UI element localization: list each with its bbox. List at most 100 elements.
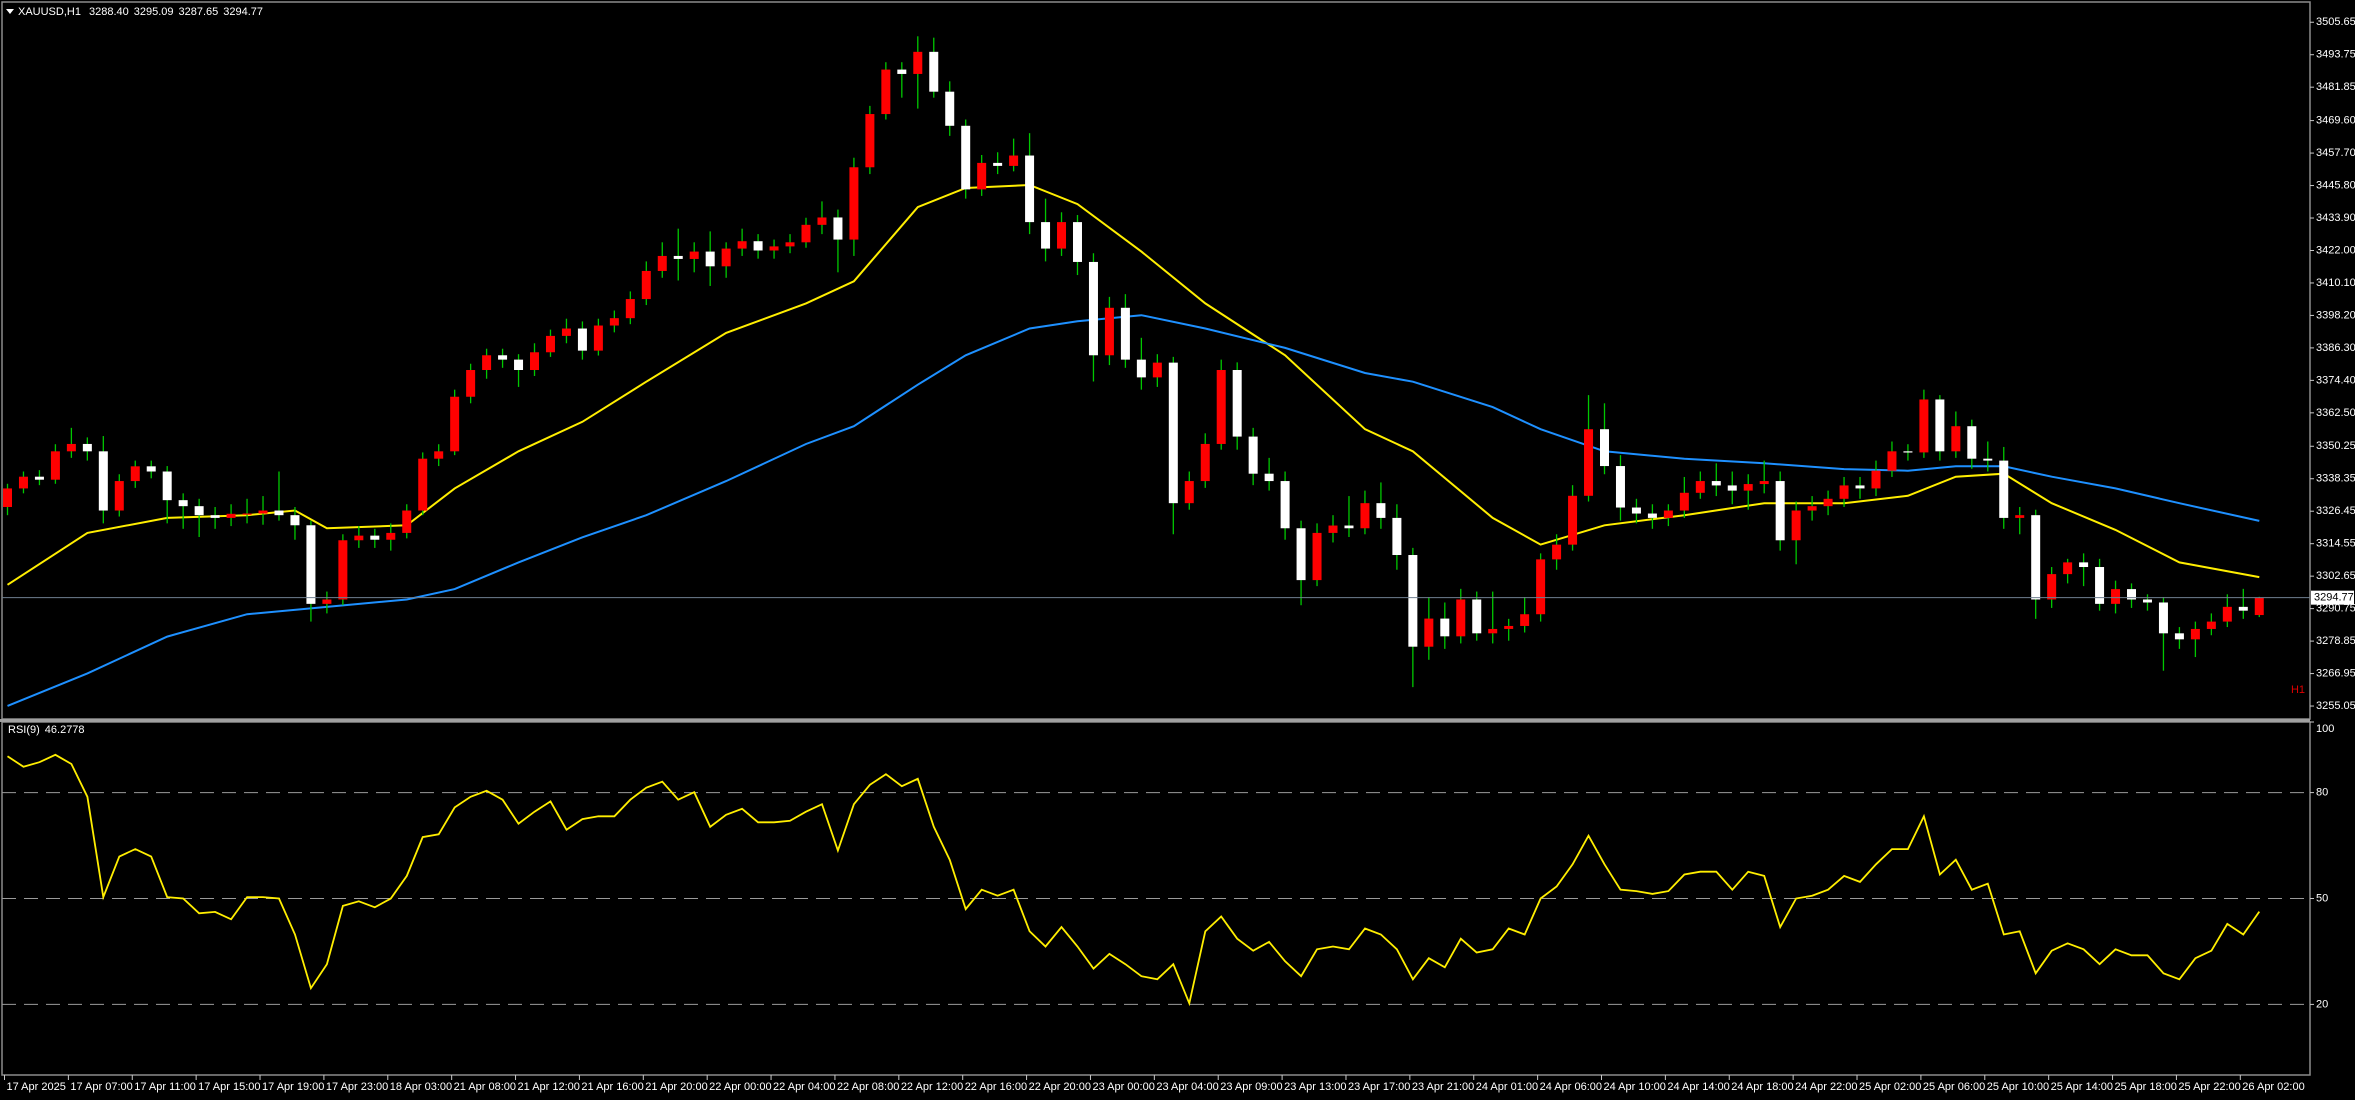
candle-body xyxy=(146,466,156,472)
candle-body xyxy=(2190,628,2200,640)
x-tick-label: 17 Apr 19:00 xyxy=(262,1081,324,1093)
x-tick-label: 17 Apr 23:00 xyxy=(326,1081,388,1093)
candle-body xyxy=(2127,589,2137,600)
symbol-title: XAUUSD,H1 xyxy=(18,6,81,18)
candle-body xyxy=(290,515,300,526)
x-tick-label: 21 Apr 16:00 xyxy=(581,1081,643,1093)
candle-body xyxy=(849,167,859,240)
candle-body xyxy=(1615,466,1625,508)
y-tick-label: 3433.90 xyxy=(2316,212,2355,224)
candle-body xyxy=(2142,599,2152,603)
y-tick-label: 3469.60 xyxy=(2316,115,2355,127)
x-tick-label: 24 Apr 10:00 xyxy=(1604,1081,1666,1093)
y-tick-label: 3350.25 xyxy=(2316,440,2355,452)
moving-average xyxy=(7,314,2260,707)
x-tick-label: 22 Apr 16:00 xyxy=(965,1081,1027,1093)
y-tick-label: 3493.75 xyxy=(2316,49,2355,61)
candle-body xyxy=(2111,589,2121,604)
candle-body xyxy=(1296,528,1306,581)
candle-body xyxy=(1440,618,1450,637)
current-price-box xyxy=(2311,590,2354,605)
low-label: 3287.65 xyxy=(179,6,219,18)
high-label: 3295.09 xyxy=(134,6,174,18)
candle-body xyxy=(865,114,875,168)
candle-body xyxy=(1951,426,1961,452)
candle-body xyxy=(1999,460,2009,518)
candle-body xyxy=(450,396,460,452)
candle-body xyxy=(1967,426,1977,459)
x-tick-label: 17 Apr 07:00 xyxy=(70,1081,132,1093)
candle-body xyxy=(1568,495,1578,545)
candle-body xyxy=(274,510,284,516)
candle-body xyxy=(1552,544,1562,560)
candle-body xyxy=(1472,599,1482,634)
candle-body xyxy=(913,51,923,74)
candle-body xyxy=(561,328,571,336)
x-tick-label: 23 Apr 00:00 xyxy=(1092,1081,1154,1093)
candle-body xyxy=(370,535,380,540)
candle-body xyxy=(545,335,555,353)
candle-body xyxy=(1264,473,1274,482)
y-tick-label: 100 xyxy=(2316,723,2334,735)
candle-body xyxy=(577,328,587,351)
rsi-last-value: 46.2778 xyxy=(45,724,85,736)
candle-body xyxy=(1392,517,1402,556)
y-tick-label: 3481.85 xyxy=(2316,81,2355,93)
candle-body xyxy=(1041,222,1051,249)
symbol-menu-arrow[interactable] xyxy=(6,9,14,14)
candle-body xyxy=(82,443,92,452)
candle-body xyxy=(817,217,827,225)
candle-body xyxy=(657,255,667,271)
candle-body xyxy=(18,476,28,489)
candle-body xyxy=(2206,621,2216,629)
candle-body xyxy=(514,359,524,371)
y-tick-label: 3505.65 xyxy=(2316,16,2355,28)
candle-body xyxy=(1248,436,1258,474)
candle-body xyxy=(1935,399,1945,452)
y-tick-label: 80 xyxy=(2316,787,2328,799)
x-tick-label: 24 Apr 22:00 xyxy=(1795,1081,1857,1093)
candle-body xyxy=(1600,429,1609,467)
candle-body xyxy=(1679,492,1689,511)
candle-body xyxy=(2047,574,2057,600)
candle-body xyxy=(530,352,540,371)
candle-body xyxy=(1456,599,1466,637)
candle-body xyxy=(1280,481,1290,529)
candle-body xyxy=(737,241,747,249)
x-tick-label: 22 Apr 04:00 xyxy=(773,1081,835,1093)
candle-body xyxy=(1807,506,1817,511)
y-tick-label: 3362.50 xyxy=(2316,407,2355,419)
candle-body xyxy=(1695,481,1705,493)
candle-body xyxy=(1168,362,1178,504)
y-tick-label: 3266.95 xyxy=(2316,667,2355,679)
x-tick-label: 17 Apr 15:00 xyxy=(198,1081,260,1093)
candle-body xyxy=(833,217,843,240)
candle-body xyxy=(1871,470,1881,489)
y-tick-label: 3422.00 xyxy=(2316,244,2355,256)
candle-body xyxy=(1663,510,1673,518)
candle-body xyxy=(338,540,348,600)
rsi-line xyxy=(7,753,2261,1007)
candle-body xyxy=(945,91,955,126)
candle-body xyxy=(1711,481,1721,486)
candle-body xyxy=(2031,515,2041,600)
x-tick-label: 25 Apr 06:00 xyxy=(1923,1081,1985,1093)
y-tick-label: 3398.20 xyxy=(2316,309,2355,321)
candle-body xyxy=(1903,451,1913,453)
candle-body xyxy=(785,242,795,247)
candle-body xyxy=(258,510,268,514)
candle-body xyxy=(1775,481,1785,541)
x-tick-label: 26 Apr 02:00 xyxy=(2242,1081,2304,1093)
candle-body xyxy=(1727,485,1737,491)
candle-body xyxy=(2254,597,2264,616)
candle-body xyxy=(2158,602,2168,634)
candle-body xyxy=(418,458,428,511)
candle-body xyxy=(929,51,939,92)
candle-body xyxy=(673,255,683,259)
candle-body xyxy=(1360,503,1370,529)
candle-body xyxy=(1009,155,1019,166)
candle-body xyxy=(609,318,619,326)
candle-body xyxy=(1200,443,1210,482)
